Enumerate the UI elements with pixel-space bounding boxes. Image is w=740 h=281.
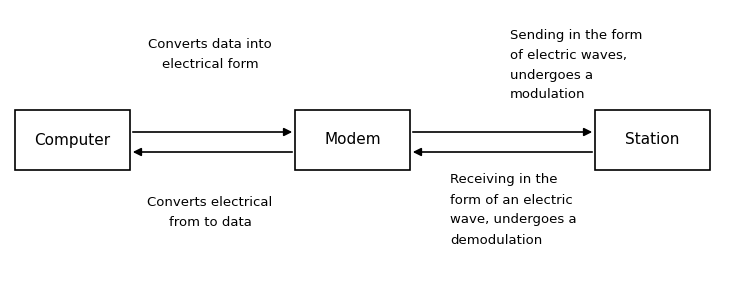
- Text: Converts electrical
from to data: Converts electrical from to data: [147, 196, 272, 228]
- Bar: [295, 110, 410, 170]
- Text: Receiving in the
form of an electric
wave, undergoes a
demodulation: Receiving in the form of an electric wav…: [450, 173, 576, 246]
- Bar: [595, 110, 710, 170]
- Text: Sending in the form
of electric waves,
undergoes a
modulation: Sending in the form of electric waves, u…: [510, 28, 642, 101]
- Text: Modem: Modem: [324, 133, 381, 148]
- Bar: [15, 110, 130, 170]
- Text: Converts data into
electrical form: Converts data into electrical form: [148, 38, 272, 71]
- Text: Station: Station: [625, 133, 679, 148]
- Text: Computer: Computer: [35, 133, 110, 148]
